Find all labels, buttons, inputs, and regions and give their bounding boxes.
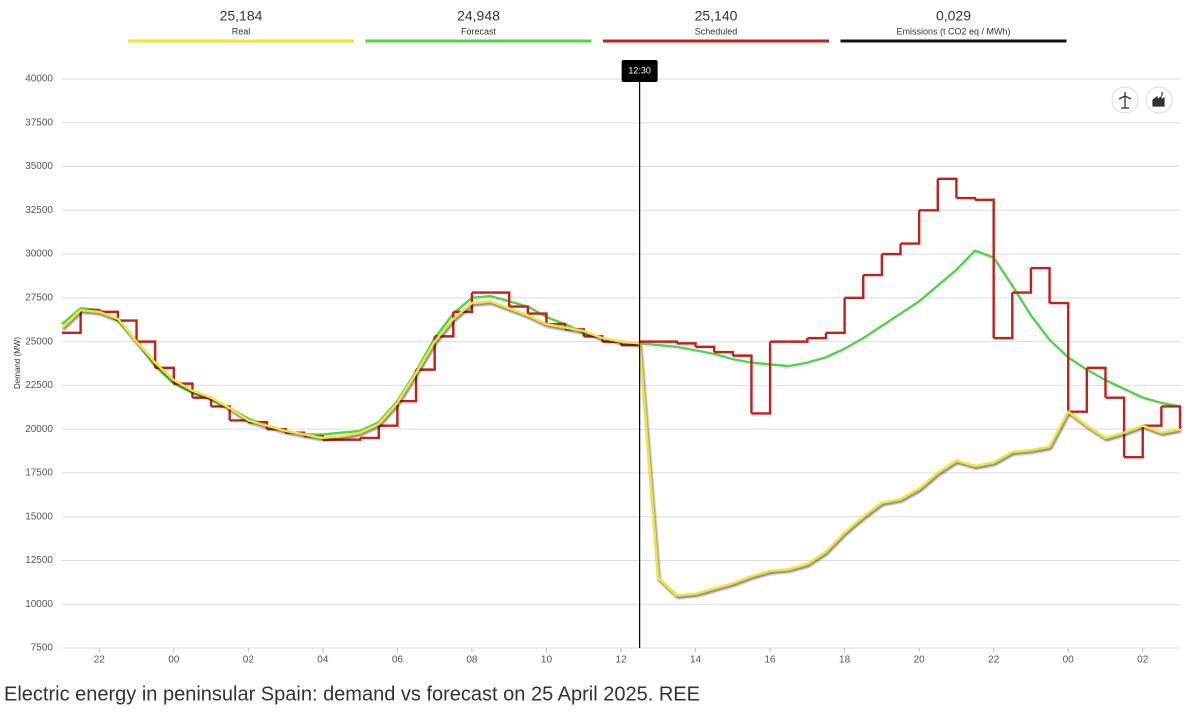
step-segment: [825, 297, 846, 335]
wind-icon: [1118, 92, 1132, 109]
step-segment: [844, 275, 865, 300]
step-segment: [881, 243, 902, 256]
step-segment: [1068, 367, 1089, 413]
y-tick-label: 10000: [25, 599, 53, 610]
x-tick-label: 08: [466, 655, 478, 666]
step-segment: [900, 210, 921, 245]
step-segment: [416, 336, 436, 371]
step-segment: [676, 342, 697, 347]
legend-value: 25,184: [220, 8, 263, 24]
legend-label: Emissions (t CO2 eq / MWh): [896, 26, 1010, 36]
step-segment: [1012, 268, 1033, 294]
legend-value: 25,140: [695, 8, 738, 24]
step-segment: [975, 198, 995, 339]
cursor-label: 12:30: [628, 65, 651, 75]
step-segment: [1124, 425, 1144, 459]
step-segment: [1142, 406, 1163, 427]
y-tick-label: 27500: [25, 292, 53, 303]
y-tick-label: 40000: [25, 74, 53, 85]
step-segment: [397, 369, 418, 403]
step-segment: [937, 177, 958, 199]
y-tick-label: 35000: [25, 161, 53, 172]
legend-label: Real: [232, 26, 251, 36]
step-segment: [695, 345, 716, 353]
step-segment: [658, 340, 679, 344]
y-tick-label: 25000: [25, 336, 53, 347]
step-segment: [751, 341, 772, 415]
x-tick-label: 12: [615, 655, 627, 666]
caption: Electric energy in peninsular Spain: dem…: [4, 683, 700, 705]
legend-label: Scheduled: [695, 26, 738, 36]
y-tick-label: 7500: [31, 643, 54, 654]
x-tick-label: 22: [988, 655, 1000, 666]
step-segment: [1086, 366, 1107, 398]
x-tick-label: 02: [243, 655, 255, 666]
step-segment: [732, 354, 753, 414]
step-segment: [117, 319, 138, 342]
step-segment: [490, 291, 511, 307]
y-axis-label: Demand (MW): [13, 337, 22, 389]
step-segment: [509, 305, 530, 314]
y-tick-label: 20000: [25, 424, 53, 435]
step-segment: [583, 335, 604, 342]
legend-value: 24,948: [457, 8, 500, 24]
step-segment: [341, 437, 362, 441]
x-tick-label: 10: [541, 655, 553, 666]
step-segment: [136, 340, 157, 368]
step-segment: [1161, 405, 1182, 430]
series-line: [61, 300, 1181, 597]
step-segment: [807, 332, 828, 340]
x-tick-label: 14: [690, 655, 702, 666]
x-tick-label: 20: [914, 655, 926, 666]
step-segment: [1049, 301, 1070, 412]
step-segment: [919, 178, 939, 212]
legend-label: Forecast: [461, 26, 497, 36]
x-tick-label: 02: [1137, 655, 1149, 666]
step-segment: [527, 312, 548, 325]
step-segment: [378, 401, 399, 427]
x-tick-label: 06: [392, 655, 404, 666]
x-tick-label: 04: [317, 655, 329, 666]
y-tick-label: 17500: [25, 468, 53, 479]
step-segment: [453, 292, 474, 314]
y-tick-label: 15000: [25, 511, 53, 522]
toolbar: [1111, 86, 1173, 114]
step-segment: [788, 338, 809, 343]
x-tick-label: 22: [94, 655, 106, 666]
step-segment: [1030, 266, 1051, 304]
step-segment: [863, 254, 884, 277]
step-segment: [360, 425, 380, 440]
x-tick-label: 18: [839, 655, 851, 666]
step-segment: [211, 405, 231, 421]
step-segment: [956, 196, 977, 200]
y-tick-label: 32500: [25, 205, 53, 216]
y-tick-label: 30000: [25, 249, 53, 260]
x-tick-label: 00: [168, 655, 180, 666]
y-tick-label: 37500: [25, 117, 53, 128]
step-segment: [62, 310, 82, 335]
step-segment: [993, 292, 1014, 340]
factory-icon: [1152, 92, 1165, 107]
step-segment: [229, 419, 250, 423]
cursor-box: [621, 60, 658, 82]
legend-value: 0,029: [936, 8, 971, 24]
step-segment: [1105, 396, 1126, 458]
y-tick-label: 22500: [25, 380, 53, 391]
y-tick-label: 12500: [25, 555, 53, 566]
x-tick-label: 16: [765, 655, 777, 666]
x-tick-label: 00: [1063, 655, 1075, 666]
